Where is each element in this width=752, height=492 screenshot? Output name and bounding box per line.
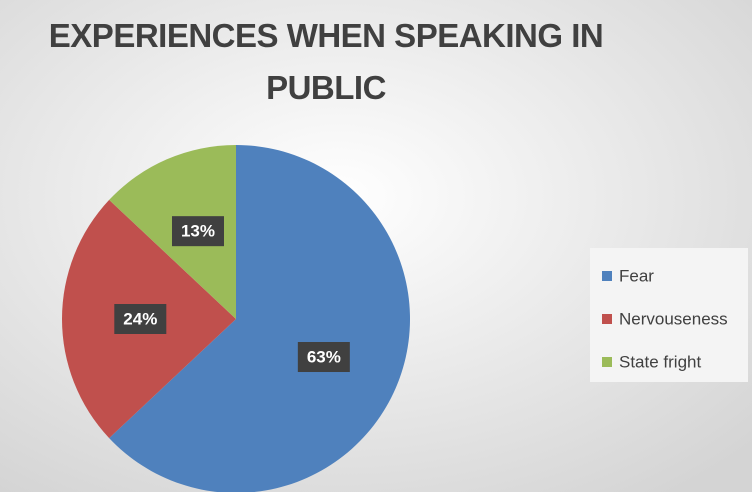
data-label: 13% [181, 222, 215, 241]
legend-swatch [602, 357, 612, 367]
data-label: 24% [123, 309, 157, 328]
legend-label: Nervouseness [619, 309, 728, 328]
legend-swatch [602, 271, 612, 281]
pie-slice [109, 145, 410, 492]
chart-title: EXPERIENCES WHEN SPEAKING IN PUBLIC [48, 17, 604, 106]
legend-label: Fear [619, 266, 654, 285]
data-label-box [171, 216, 224, 247]
data-label: 63% [307, 347, 341, 366]
legend-box [590, 248, 748, 382]
data-label-box [114, 304, 167, 334]
legend-label: State fright [619, 352, 701, 371]
data-label-box [297, 342, 350, 373]
legend-swatch [602, 314, 612, 324]
